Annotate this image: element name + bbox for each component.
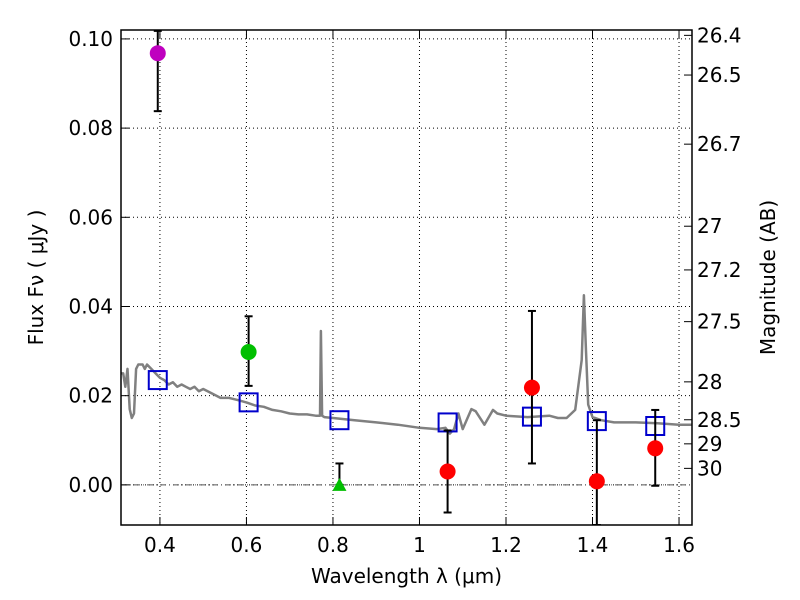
x-tick-label-4: 1.2	[490, 533, 522, 557]
model-spectrum-line	[121, 294, 692, 435]
v-band-marker-0	[240, 343, 257, 360]
right-tick-label-5: 27.5	[697, 310, 742, 334]
model-band-squares-marker-1	[238, 392, 259, 413]
right-tick-label-9: 30	[697, 456, 722, 480]
x-tick-label-2: 0.8	[317, 533, 349, 557]
right-tick-label-2: 26.7	[697, 132, 742, 156]
model-band-squares-marker-0	[147, 370, 168, 391]
x-tick-label-0: 0.4	[144, 533, 176, 557]
y-tick-label-4: 0.08	[68, 116, 113, 140]
series-group	[121, 30, 692, 525]
right-tick-label-7: 28.5	[697, 408, 742, 432]
x-axis-title: Wavelength λ (μm)	[311, 564, 502, 588]
x-tick-label-3: 1	[413, 533, 426, 557]
nir-bands-marker-0	[439, 463, 456, 480]
right-tick-label-4: 27.2	[697, 258, 742, 282]
plot-area	[121, 30, 692, 525]
x-tick-label-6: 1.6	[663, 533, 695, 557]
y-tick-label-1: 0.02	[68, 384, 113, 408]
nir-bands-marker-3	[647, 440, 664, 457]
right-tick-label-8: 29	[697, 432, 722, 456]
x-tick-label-5: 1.4	[577, 533, 609, 557]
u-band-marker-0	[149, 45, 166, 62]
nir-bands-marker-2	[588, 473, 605, 490]
right-tick-label-6: 28	[697, 370, 722, 394]
right-tick-label-3: 27	[697, 214, 722, 238]
nir-bands-marker-1	[523, 379, 540, 396]
x-tick-label-1: 0.6	[231, 533, 263, 557]
y-axis-title: Flux Fν ( μJy )	[24, 210, 48, 346]
plot-frame	[120, 29, 693, 526]
y-tick-label-5: 0.10	[68, 27, 113, 51]
model-band-squares-marker-2	[329, 410, 350, 431]
right-tick-label-0: 26.4	[697, 23, 742, 47]
y-tick-label-2: 0.04	[68, 294, 113, 318]
y-tick-label-3: 0.06	[68, 205, 113, 229]
axis-ticks: 0.4 0.6 0.8 1 1.2 1.4 1.6 0.00 0.02 0.04 0.06 0.08 0…	[68, 23, 741, 557]
y-tick-label-0: 0.00	[68, 473, 113, 497]
right-tick-label-1: 26.5	[697, 63, 742, 87]
right-axis-title: Magnitude (AB)	[756, 200, 780, 355]
grid	[121, 30, 692, 525]
i-band-upper-limit-marker-0	[332, 477, 347, 491]
